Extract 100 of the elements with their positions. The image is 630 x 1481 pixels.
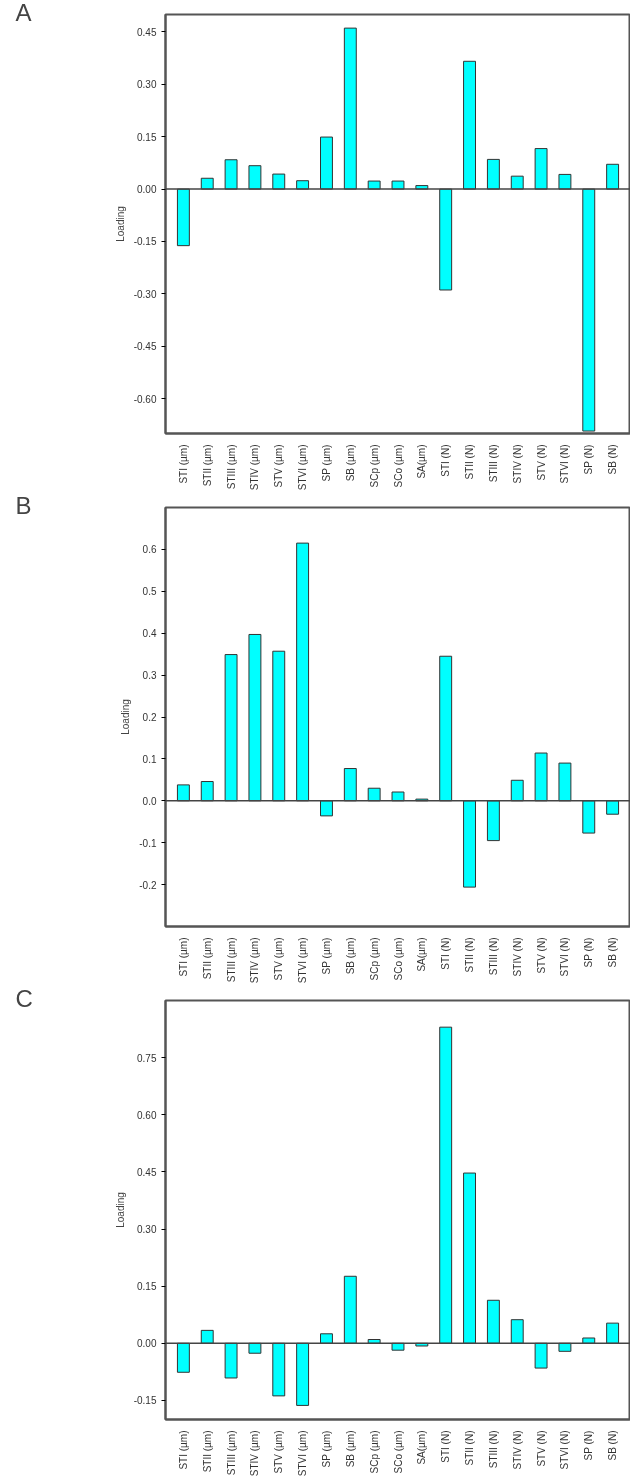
- x-tick-label: STIV (N): [511, 444, 523, 484]
- bar: [248, 1342, 262, 1354]
- bar: [534, 752, 548, 802]
- x-tick-label: STVI (N): [559, 444, 571, 484]
- y-tick-label: 0.0: [142, 795, 157, 807]
- x-tick-label: STV (N): [535, 937, 547, 974]
- bar: [582, 1337, 596, 1344]
- x-tick-label: STVI (µm): [297, 444, 309, 491]
- bar: [176, 188, 190, 247]
- x-tick-label: STII (µm): [201, 444, 213, 487]
- bar: [320, 1333, 333, 1344]
- x-tick-label: STIII (N): [487, 444, 499, 483]
- x-tick-label: SB (N): [607, 1430, 619, 1461]
- bar: [296, 1342, 310, 1406]
- y-tick-label: 0.00: [137, 184, 157, 196]
- x-tick-label: STV (µm): [273, 937, 285, 981]
- bar: [606, 800, 620, 815]
- bar: [176, 784, 190, 802]
- bar: [582, 800, 596, 834]
- y-tick-label: 0.5: [142, 586, 157, 598]
- x-tick-label: STIII (µm): [225, 937, 237, 983]
- y-axis-title: Loading: [114, 206, 126, 242]
- x-tick-label: STV (N): [535, 444, 547, 481]
- bar: [224, 1342, 238, 1379]
- y-axis-title: Loading: [114, 1192, 126, 1228]
- x-tick-label: STII (N): [464, 937, 476, 973]
- bar: [486, 800, 500, 842]
- x-tick-label: SCo (µm): [392, 937, 404, 981]
- y-tick-label: 0.45: [137, 1166, 157, 1178]
- bar: [367, 787, 381, 802]
- y-tick-label: 0.6: [142, 544, 157, 556]
- bar: [296, 542, 310, 802]
- chart-title: A: [15, 0, 32, 26]
- x-tick-label: STVI (µm): [297, 1430, 309, 1477]
- y-tick-label: 0.3: [142, 670, 157, 682]
- bar: [534, 1342, 548, 1369]
- x-tick-label: SA(µm): [416, 937, 428, 972]
- x-tick-label: STIII (N): [487, 1430, 499, 1469]
- x-tick-label: SB (µm): [344, 444, 356, 482]
- x-tick-label: STV (µm): [273, 1430, 285, 1474]
- x-tick-label: STIV (N): [511, 1430, 523, 1470]
- x-tick-label: STVI (N): [559, 1430, 571, 1470]
- y-tick-label: -0.2: [139, 879, 157, 891]
- bar: [606, 163, 620, 190]
- bar: [463, 1172, 476, 1344]
- bar: [486, 1299, 500, 1344]
- bar: [439, 655, 453, 802]
- x-tick-label: STI (µm): [177, 1430, 189, 1470]
- x-tick-label: STII (µm): [201, 1430, 213, 1473]
- bar: [606, 1322, 620, 1344]
- y-tick-label: 0.75: [137, 1052, 157, 1064]
- bar: [343, 768, 357, 802]
- x-tick-label: SCo (µm): [392, 444, 404, 488]
- y-tick-label: 0.15: [137, 1281, 157, 1293]
- y-tick-label: 0.2: [142, 712, 157, 723]
- x-tick-label: STIV (µm): [249, 937, 261, 984]
- bar: [200, 781, 214, 802]
- x-tick-label: STIV (µm): [249, 444, 261, 491]
- bar: [486, 158, 500, 190]
- y-tick-label: 0.30: [137, 79, 157, 91]
- y-tick-label: 0.1: [142, 753, 157, 765]
- x-tick-label: SCp (µm): [368, 444, 380, 488]
- bar: [463, 800, 476, 888]
- bar: [224, 654, 238, 802]
- chart-title: C: [15, 984, 33, 1012]
- y-tick-label: -0.1: [139, 837, 157, 849]
- bar: [176, 1342, 190, 1373]
- y-tick-label: 0.00: [137, 1338, 157, 1350]
- x-tick-label: SB (µm): [344, 937, 356, 975]
- x-tick-label: SP (µm): [320, 937, 332, 975]
- y-tick-label: -0.30: [133, 288, 157, 300]
- bar: [272, 650, 286, 802]
- bar: [320, 800, 333, 817]
- y-tick-label: 0.4: [142, 628, 157, 640]
- x-tick-label: SCp (µm): [368, 937, 380, 981]
- y-tick-label: -0.15: [133, 1395, 157, 1407]
- bar: [558, 762, 572, 802]
- x-tick-label: SP (N): [583, 937, 595, 968]
- x-tick-label: SCp (µm): [368, 1430, 380, 1474]
- bar: [343, 1275, 357, 1344]
- x-tick-label: STII (N): [464, 444, 476, 480]
- x-tick-label: STIII (µm): [225, 444, 237, 490]
- x-tick-label: STIII (N): [487, 937, 499, 976]
- x-tick-label: STII (N): [464, 1430, 476, 1466]
- bar: [200, 1329, 214, 1344]
- x-tick-label: SP (N): [583, 1430, 595, 1461]
- x-tick-label: SB (N): [607, 444, 619, 475]
- x-tick-label: STIII (µm): [225, 1430, 237, 1476]
- bar: [582, 188, 596, 432]
- x-tick-label: SCo (µm): [392, 1430, 404, 1474]
- bar: [343, 27, 357, 190]
- y-tick-label: -0.15: [133, 236, 157, 248]
- bar: [558, 173, 572, 190]
- bar: [510, 1319, 524, 1344]
- x-tick-label: STII (µm): [201, 937, 213, 980]
- chart-title: B: [15, 491, 32, 519]
- y-tick-label: -0.60: [133, 393, 157, 405]
- bar: [320, 136, 333, 190]
- x-tick-label: STV (µm): [273, 444, 285, 488]
- x-tick-label: SB (N): [607, 937, 619, 968]
